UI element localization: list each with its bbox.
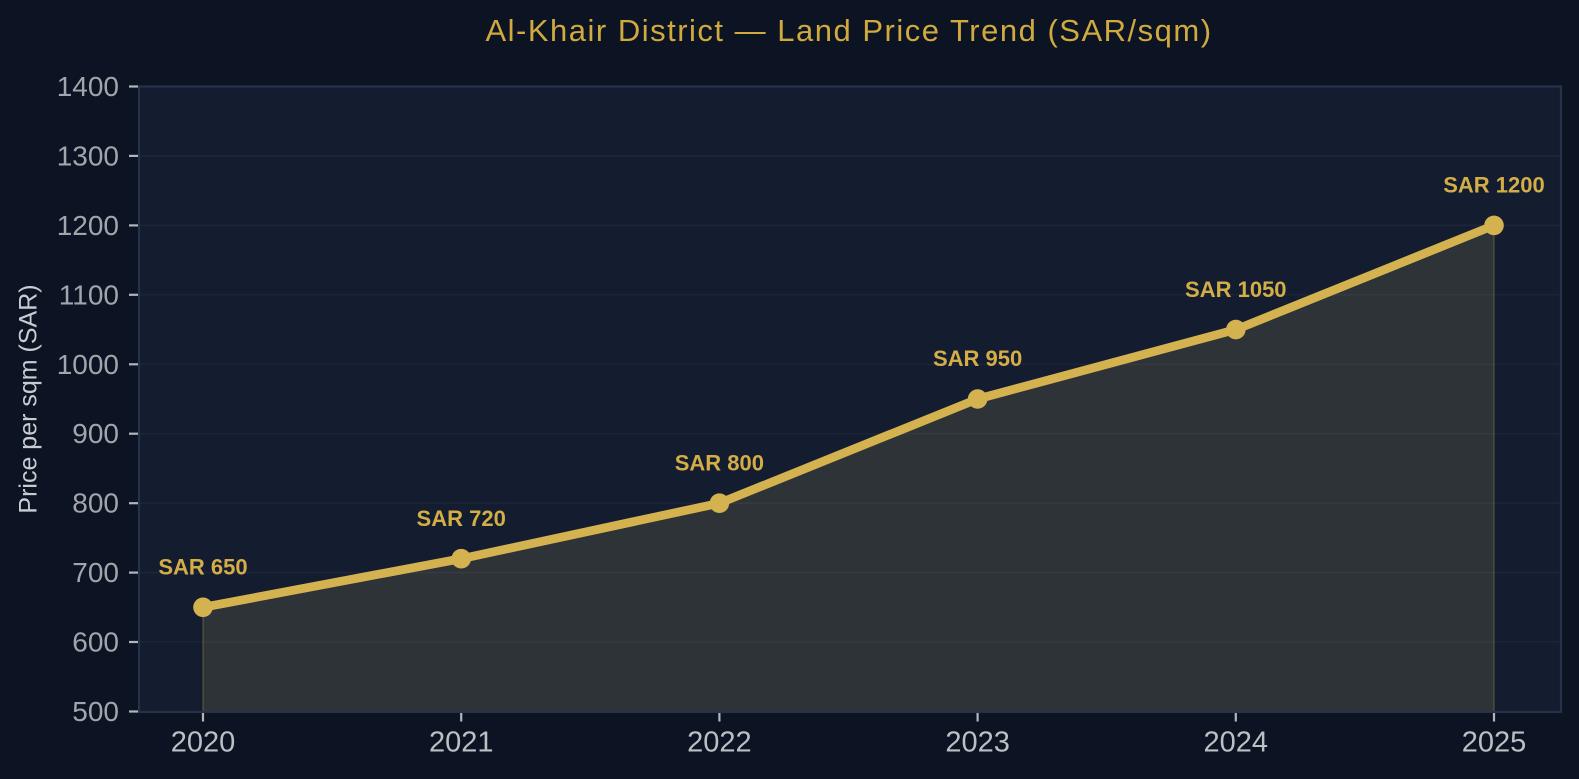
svg-text:Price per sqm (SAR): Price per sqm (SAR) bbox=[15, 284, 43, 513]
svg-text:2025: 2025 bbox=[1462, 727, 1527, 759]
svg-text:SAR 950: SAR 950 bbox=[933, 346, 1022, 371]
svg-text:1200: 1200 bbox=[57, 210, 119, 241]
svg-text:800: 800 bbox=[72, 488, 119, 519]
svg-text:600: 600 bbox=[72, 627, 119, 658]
svg-text:SAR 720: SAR 720 bbox=[417, 506, 506, 531]
svg-text:500: 500 bbox=[72, 696, 119, 727]
svg-text:SAR 800: SAR 800 bbox=[675, 450, 764, 475]
svg-text:SAR 1200: SAR 1200 bbox=[1443, 173, 1545, 198]
svg-text:2024: 2024 bbox=[1204, 727, 1269, 759]
svg-text:SAR 1050: SAR 1050 bbox=[1185, 277, 1287, 302]
svg-text:1000: 1000 bbox=[57, 349, 119, 380]
svg-text:700: 700 bbox=[72, 557, 119, 588]
svg-text:1300: 1300 bbox=[57, 140, 119, 171]
svg-text:2021: 2021 bbox=[429, 727, 494, 759]
svg-text:2022: 2022 bbox=[687, 727, 752, 759]
svg-text:1400: 1400 bbox=[57, 71, 119, 102]
svg-text:SAR 650: SAR 650 bbox=[158, 555, 247, 580]
svg-text:900: 900 bbox=[72, 418, 119, 449]
svg-text:Al-Khair District — Land Price: Al-Khair District — Land Price Trend (SA… bbox=[485, 13, 1212, 48]
svg-text:1100: 1100 bbox=[59, 279, 119, 310]
svg-text:2023: 2023 bbox=[945, 727, 1010, 759]
svg-text:2020: 2020 bbox=[171, 727, 236, 759]
